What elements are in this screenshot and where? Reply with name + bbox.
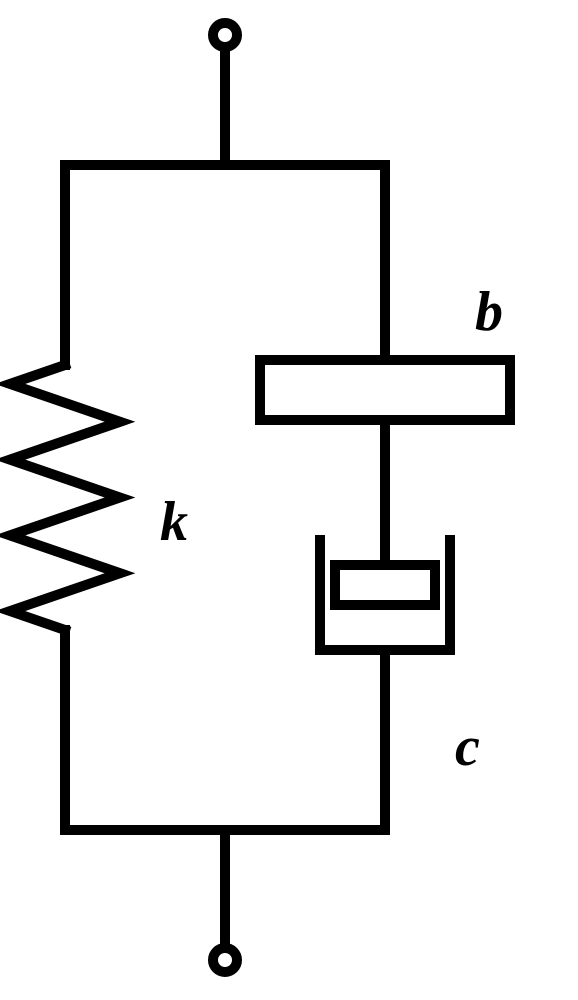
mechanical-schematic xyxy=(0,0,578,1000)
label-c: c xyxy=(455,715,480,779)
label-b: b xyxy=(475,280,503,344)
label-k: k xyxy=(160,490,188,554)
